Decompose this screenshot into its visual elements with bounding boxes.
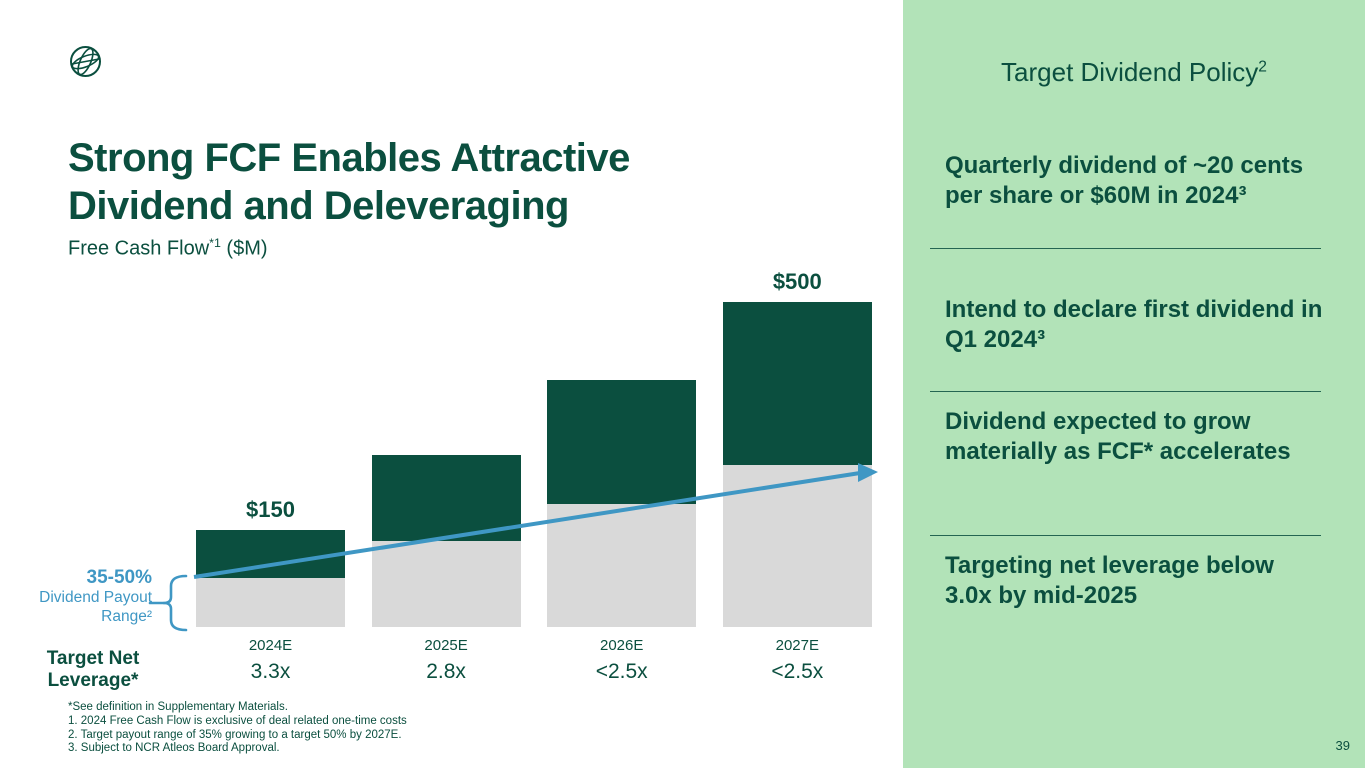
payout-range-label: 35-50% Dividend Payout Range² [0,567,152,626]
leverage-value: 3.3x [250,660,291,683]
bar-value-label: $500 [772,269,822,294]
x-axis-label: 2024E [248,637,293,654]
bar-value-label: $150 [246,496,295,522]
chart-subtitle: Free Cash Flow*1 ($M) [68,236,268,261]
footnote: 1. 2024 Free Cash Flow is exclusive of d… [68,714,407,727]
bar-segment-green [196,529,345,579]
bar-segment-green [371,454,521,541]
panel-title-text: Target Dividend Policy [1001,57,1259,87]
panel-title: Target Dividend Policy2 [903,57,1365,88]
footnote: 3. Subject to NCR Atleos Board Approval. [68,742,280,755]
bar-segment-gray [547,503,697,627]
upward-trend-arrow-icon [193,463,878,579]
bar-segment-green [722,302,872,465]
chart-subtitle-text: Free Cash Flow [68,237,210,260]
divider [930,248,1321,249]
footnotes: *See definition in Supplementary Materia… [68,701,407,756]
footnote: *See definition in Supplementary Materia… [68,701,288,713]
footnote: 2. Target payout range of 35% growing to… [68,728,402,741]
slide-title-line1: Strong FCF Enables Attractive [68,136,630,180]
leverage-values-row: 3.3x 2.8x <2.5x <2.5x [180,660,880,686]
globe-logo-icon [70,46,101,77]
chart-subtitle-suffix: ($M) [220,237,268,260]
target-net-leverage-line1: Target Net [46,648,140,669]
policy-bullet-quarterly-dividend: Quarterly dividend of ~20 cents per shar… [945,152,1304,209]
slide-title: Strong FCF Enables Attractive Dividend a… [68,134,630,230]
policy-bullet-net-leverage: Targeting net leverage below 3.0x by mid… [945,552,1274,609]
divider [930,391,1321,392]
payout-range-percent: 35-50% [86,567,153,588]
payout-range-line3: Range² [101,607,152,625]
dividend-policy-panel: Target Dividend Policy2 Quarterly divide… [903,0,1365,768]
chart-subtitle-sup: *1 [209,236,221,250]
bar-segment-green [547,380,697,504]
x-axis-label: 2026E [600,637,644,654]
policy-bullet-first-dividend: Intend to declare first dividend in Q1 2… [945,296,1323,353]
curly-brace-bracket-icon [148,574,188,632]
payout-range-line2: Dividend Payout [39,589,152,606]
fcf-stacked-bar-chart: $150 $500 [180,269,880,627]
leverage-value: <2.5x [595,660,648,683]
bar-segment-gray [371,540,521,627]
bar-segment-gray [196,578,345,627]
target-net-leverage-line2: Leverage* [47,670,139,691]
panel-title-sup: 2 [1258,58,1267,76]
slide-title-line2: Dividend and Deleveraging [68,184,569,228]
leverage-value: <2.5x [771,660,824,683]
x-axis-label: 2027E [775,637,819,654]
x-axis-label: 2025E [424,637,468,654]
policy-bullet-dividend-growth: Dividend expected to grow materially as … [945,408,1291,465]
leverage-value: 2.8x [426,660,466,683]
x-axis-labels-row: 2024E 2025E 2026E 2027E [180,637,880,655]
bar-2024E: $150 [196,497,345,627]
page-number: 39 [1335,738,1350,753]
divider [930,535,1321,536]
bar-2026E [547,380,697,627]
bar-2025E [371,454,521,627]
target-net-leverage-label: Target Net Leverage* [26,648,160,692]
